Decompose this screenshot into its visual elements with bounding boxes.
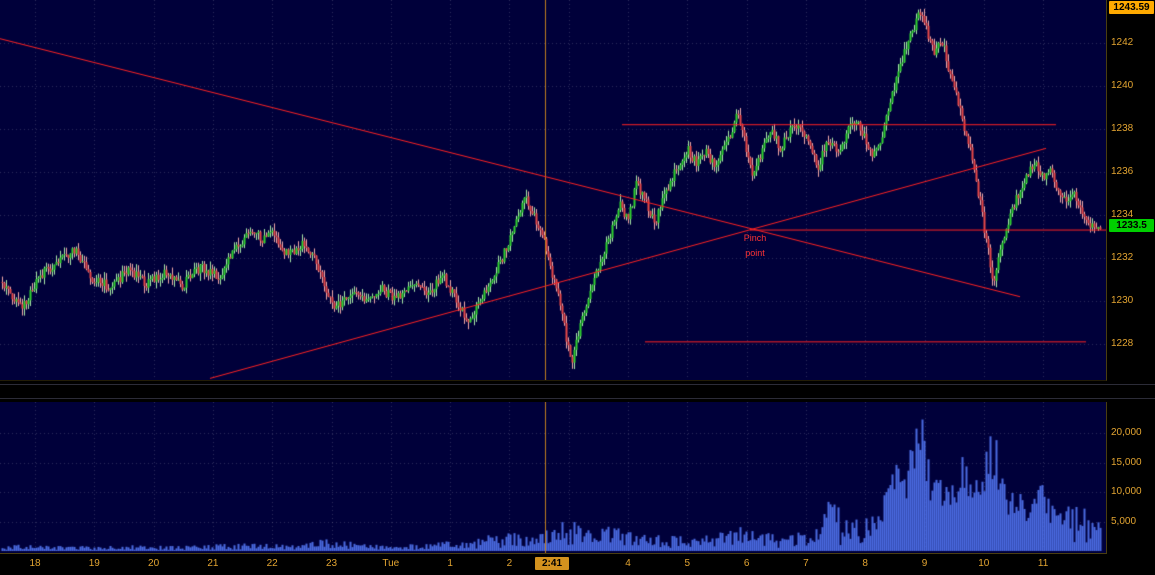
pane-splitter[interactable]	[0, 381, 1155, 402]
volume-tick-label: 5,000	[1111, 515, 1137, 527]
volume-axis[interactable]: 20,000 15,000 10,000 5,000	[1108, 402, 1155, 554]
time-tick-label: 1	[447, 558, 453, 569]
volume-pane[interactable]	[0, 402, 1107, 554]
time-tick-label: 20	[148, 558, 160, 569]
time-tick-label: 2	[506, 558, 513, 569]
price-axis[interactable]: 1243.59 1233.5 1242 1240 1238 1236 1234 1232 1…	[1108, 0, 1155, 381]
volume-tick-label: 10,000	[1111, 486, 1142, 497]
price-tick-label: 1228	[1111, 338, 1134, 349]
session-high-badge: 1243.59	[1109, 1, 1154, 14]
time-tick-label: 18	[29, 558, 41, 569]
price-tick-label: 1234	[1111, 209, 1134, 220]
time-tick-label: 22	[266, 558, 278, 569]
time-tick-label: 6	[743, 558, 750, 569]
time-tick-label: 9	[921, 558, 928, 569]
time-tick-label: 8	[862, 558, 868, 569]
time-tick-label: 5	[684, 558, 691, 569]
time-tick-label: 4	[625, 558, 631, 569]
time-axis[interactable]: 2:41 18 19 20 21 22 23 Tue 1 2 4 5 6 7 8 9 10 11	[0, 554, 1155, 575]
time-tick-label: 10	[978, 558, 990, 569]
price-tick-label: 1230	[1111, 295, 1134, 306]
price-chart-canvas[interactable]	[0, 0, 1106, 380]
time-tick-label: 23	[325, 558, 338, 569]
time-tick-label: Tue	[382, 558, 400, 569]
volume-chart-canvas[interactable]	[0, 402, 1106, 553]
price-tick-label: 1238	[1111, 123, 1134, 134]
last-price-badge: 1233.5	[1109, 218, 1154, 232]
volume-tick-label: 20,000	[1111, 427, 1142, 438]
volume-tick-label: 15,000	[1111, 456, 1142, 468]
price-tick-label: 1232	[1111, 252, 1134, 263]
crosshair-time-badge: 2:41	[535, 557, 569, 570]
time-tick-label: 11	[1037, 558, 1049, 569]
time-tick-label: 21	[207, 558, 219, 569]
price-tick-label: 1242	[1111, 37, 1134, 48]
price-tick-label: 1240	[1111, 80, 1134, 91]
price-pane[interactable]: Pinch point	[0, 0, 1107, 381]
time-tick-label: 7	[803, 558, 809, 569]
time-tick-label: 19	[88, 558, 100, 569]
price-tick-label: 1236	[1111, 166, 1134, 177]
